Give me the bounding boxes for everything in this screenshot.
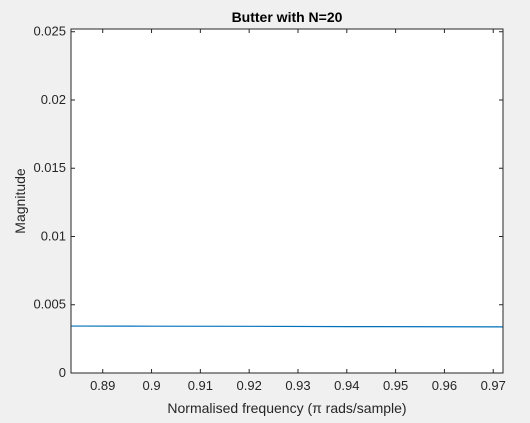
series-line	[70, 325, 504, 328]
y-axis-label: Magnitude	[12, 168, 28, 234]
y-tick-label: 0.015	[33, 160, 66, 175]
x-tick-label: 0.9	[143, 378, 161, 393]
x-axis-label: Normalised frequency (π rads/sample)	[167, 400, 406, 416]
y-tick-label: 0.01	[41, 228, 66, 243]
y-tick-label: 0.025	[33, 24, 66, 39]
x-tick-label: 0.97	[481, 378, 506, 393]
axes-box	[70, 28, 504, 374]
x-tick-label: 0.92	[237, 378, 262, 393]
series-layer	[70, 325, 504, 328]
y-tick-label: 0.005	[33, 297, 66, 312]
y-tick-label: 0	[59, 365, 66, 380]
x-tick-label: 0.95	[383, 378, 408, 393]
plot-area	[71, 29, 503, 373]
x-tick-label: 0.93	[285, 378, 310, 393]
x-tick-label: 0.91	[188, 378, 213, 393]
tick-labels: 0.89 0.9 0.91 0.92 0.93 0.94 0.95 0.96 0.97 0 0.00…	[33, 24, 505, 393]
tick-marks	[71, 29, 503, 374]
y-tick-label: 0.02	[41, 92, 66, 107]
x-tick-label: 0.96	[432, 378, 457, 393]
x-tick-label: 0.89	[90, 378, 115, 393]
x-tick-label: 0.94	[334, 378, 359, 393]
chart-title: Butter with N=20	[232, 9, 343, 25]
